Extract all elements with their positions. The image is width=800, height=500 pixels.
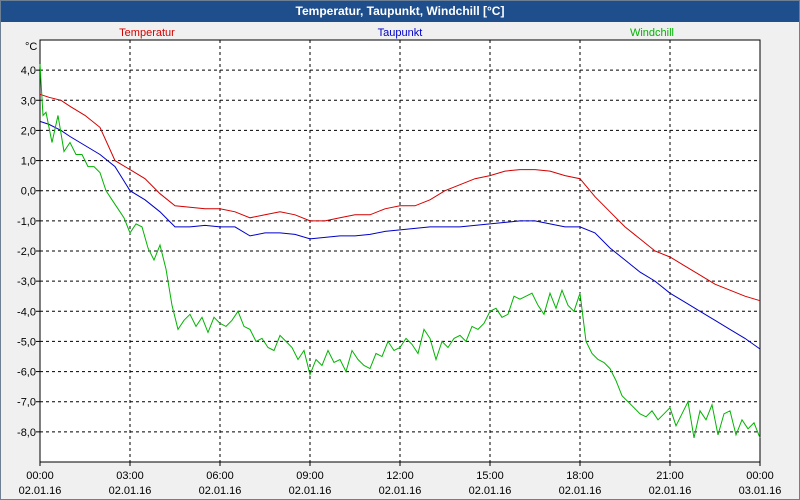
y-tick-label: -1,0 bbox=[17, 216, 36, 228]
x-tick-date-label: 02.01.16 bbox=[559, 485, 602, 497]
legend: Temperatur Taupunkt Windchill bbox=[119, 27, 674, 39]
series-layer bbox=[39, 64, 761, 439]
x-tick-time-label: 06:00 bbox=[206, 470, 234, 482]
y-axis-unit-label: °C bbox=[25, 41, 37, 53]
x-tick-time-label: 00:00 bbox=[746, 470, 774, 482]
x-tick-time-label: 15:00 bbox=[476, 470, 504, 482]
x-tick-time-label: 21:00 bbox=[656, 470, 684, 482]
window-title: Temperatur, Taupunkt, Windchill [°C] bbox=[1, 1, 799, 22]
legend-entry-taupunkt: Taupunkt bbox=[378, 27, 423, 39]
x-tick-date-label: 02.01.16 bbox=[109, 485, 152, 497]
y-tick-label: 2,0 bbox=[21, 125, 36, 137]
x-tick-time-label: 18:00 bbox=[566, 470, 594, 482]
x-tick-date-label: 03.01.16 bbox=[739, 485, 782, 497]
x-tick-time-label: 09:00 bbox=[296, 470, 324, 482]
series-line-temperatur bbox=[39, 93, 761, 302]
x-tick-date-label: 02.01.16 bbox=[379, 485, 422, 497]
y-tick-label: -3,0 bbox=[17, 276, 36, 288]
x-tick-date-label: 02.01.16 bbox=[199, 485, 242, 497]
x-tick-date-label: 02.01.16 bbox=[649, 485, 692, 497]
x-tick-date-label: 02.01.16 bbox=[19, 485, 62, 497]
y-tick-label: -6,0 bbox=[17, 367, 36, 379]
x-tick-date-label: 02.01.16 bbox=[469, 485, 512, 497]
gridlines bbox=[40, 40, 760, 462]
y-tick-label: -2,0 bbox=[17, 246, 36, 258]
y-tick-label: 4,0 bbox=[21, 65, 36, 77]
x-axis-ticks: 00:00 02.01.16 03:00 02.01.16 06:00 02.01.16 0… bbox=[19, 462, 782, 497]
x-tick-date-label: 02.01.16 bbox=[289, 485, 332, 497]
y-axis-ticks: 4,0 3,0 2,0 1,0 0,0 -1,0 -2,0 -3,0 -4,0 -5,0 -6,0 -… bbox=[17, 65, 40, 439]
legend-entry-temperatur: Temperatur bbox=[119, 27, 175, 39]
y-tick-label: 3,0 bbox=[21, 95, 36, 107]
y-tick-label: -5,0 bbox=[17, 336, 36, 348]
y-tick-label: -8,0 bbox=[17, 427, 36, 439]
series-line-windchill bbox=[39, 64, 761, 439]
legend-entry-windchill: Windchill bbox=[630, 27, 674, 39]
x-tick-time-label: 12:00 bbox=[386, 470, 414, 482]
y-tick-label: -7,0 bbox=[17, 397, 36, 409]
series-line-taupunkt bbox=[39, 120, 761, 350]
x-tick-time-label: 03:00 bbox=[116, 470, 144, 482]
x-tick-time-label: 00:00 bbox=[26, 470, 54, 482]
y-tick-label: -4,0 bbox=[17, 306, 36, 318]
y-tick-label: 1,0 bbox=[21, 156, 36, 168]
y-tick-label: 0,0 bbox=[21, 186, 36, 198]
